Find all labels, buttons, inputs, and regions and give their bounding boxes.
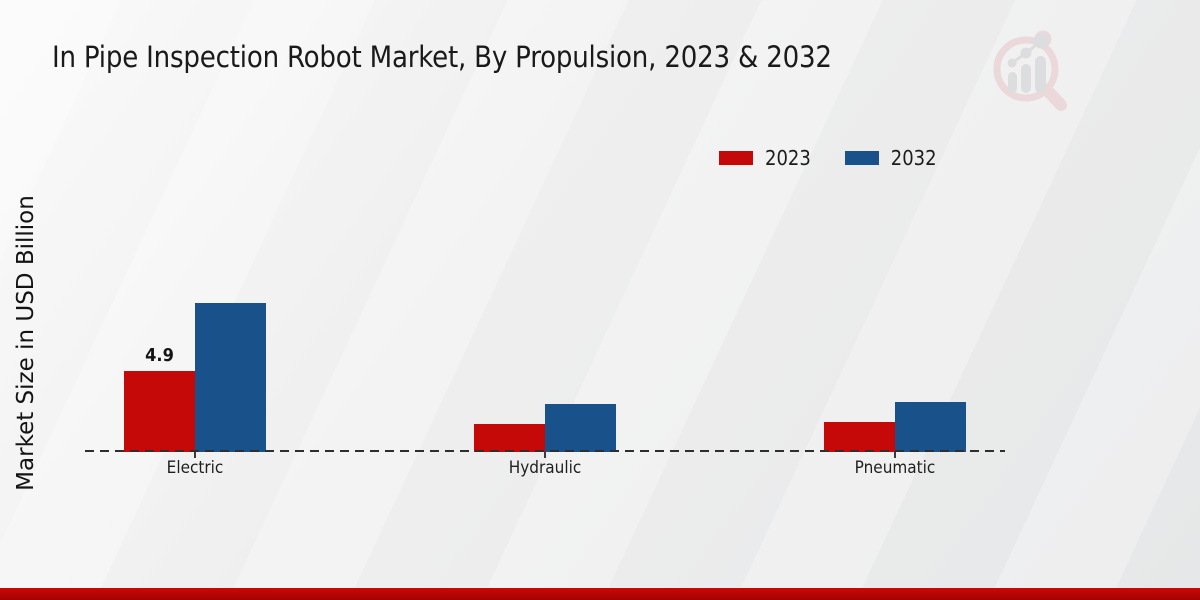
y-axis-label: Market Size in USD Billion [13, 195, 39, 491]
bar-pneumatic-2023 [824, 422, 895, 452]
category-label-pneumatic: Pneumatic [854, 458, 936, 478]
bar-pneumatic-2032 [895, 402, 966, 452]
chart-title: In Pipe Inspection Robot Market, By Prop… [52, 40, 832, 74]
bar-electric-2032 [195, 303, 266, 452]
bar-hydraulic-2032 [545, 404, 616, 452]
legend-label-2023: 2023 [765, 146, 811, 170]
legend-swatch-2023 [719, 151, 753, 165]
x-axis-baseline [85, 450, 1005, 452]
category-label-electric: Electric [166, 458, 224, 478]
category-label-hydraulic: Hydraulic [508, 458, 582, 478]
x-axis-tick [194, 452, 196, 458]
x-axis-tick [894, 452, 896, 458]
legend-swatch-2032 [844, 151, 879, 165]
legend-item-2023: 2023 [719, 146, 811, 170]
legend-label-2032: 2032 [890, 146, 937, 170]
bar-hydraulic-2023 [474, 423, 545, 452]
x-axis-tick [544, 452, 546, 458]
legend-item-2032: 2032 [844, 146, 937, 170]
bar-value-label: 4.9 [145, 345, 174, 367]
legend: 2023 2032 [719, 146, 937, 170]
footer-band [0, 588, 1200, 600]
bar-electric-2023 [124, 371, 195, 452]
magnifier-bar-chart-icon [993, 30, 1067, 111]
